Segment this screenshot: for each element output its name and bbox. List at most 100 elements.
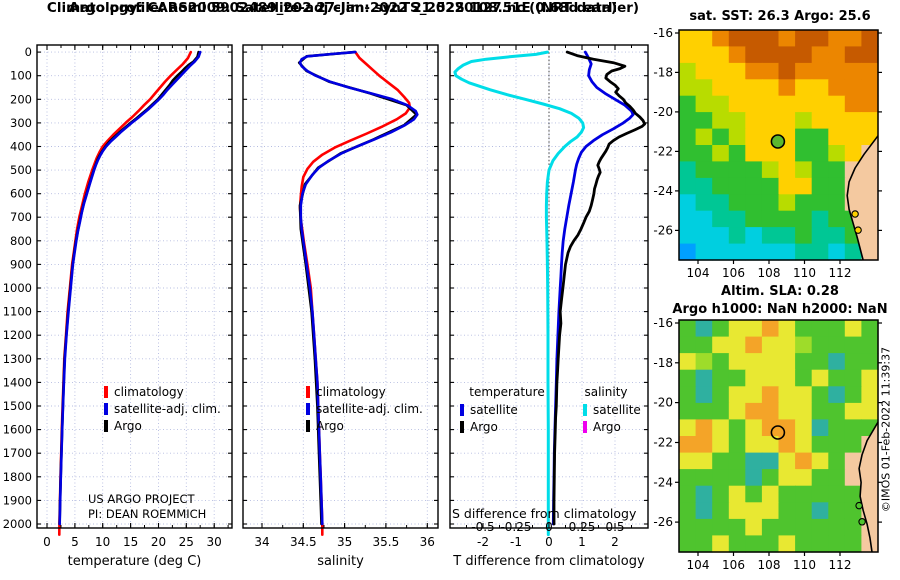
depth-tick-label: 0 xyxy=(25,45,32,59)
lat-tick-label: -22 xyxy=(653,436,673,450)
legend-color-bar xyxy=(104,419,108,432)
axes-frame xyxy=(36,44,233,529)
legend-label: Argo xyxy=(316,418,344,433)
legend-label: Argo xyxy=(114,418,142,433)
x-tick-label: 35 xyxy=(337,535,352,549)
x-tick-label: 0 xyxy=(43,535,51,549)
lon-tick-label: 108 xyxy=(758,266,781,280)
lat-tick-label: -24 xyxy=(653,475,673,489)
legend-color-bar xyxy=(460,403,464,416)
legend-item-satellite-adj-clim-: satellite-adj. clim. xyxy=(104,400,221,417)
legend-label: Argo xyxy=(593,419,621,434)
legend-color-bar xyxy=(306,419,310,432)
depth-tick-label: 1100 xyxy=(3,305,32,319)
x-tick-label: 15 xyxy=(123,535,138,549)
s-tick-label: 0.25 xyxy=(569,520,596,534)
islet xyxy=(851,210,859,218)
lat-tick-label: -22 xyxy=(653,144,673,158)
depth-tick-label: 1800 xyxy=(3,470,32,484)
x-tick-label: -1 xyxy=(510,535,522,549)
sst-map: 104 106 108 110 112 -16 -18 -20 -22 -24 -26 xyxy=(653,26,882,280)
sla-map-subtitle: Argo h1000: NaN h2000: NaN xyxy=(672,302,888,317)
page-subtitle: Climatology: CARS2009. Satellite-adj cli… xyxy=(46,0,640,16)
x-axis-title: temperature (deg C) xyxy=(68,554,202,569)
s-tick-label: -0.25 xyxy=(500,520,531,534)
lat-tick-label: -26 xyxy=(653,515,673,529)
islet xyxy=(858,518,866,526)
x-tick-label: 1 xyxy=(578,535,586,549)
float-position-marker xyxy=(770,134,786,149)
x-tick-label: 30 xyxy=(207,535,222,549)
legend-item-satellite-adj-clim-: satellite-adj. clim. xyxy=(306,400,423,417)
x-tick-label: 25 xyxy=(179,535,194,549)
depth-tick-label: 1300 xyxy=(3,352,32,366)
legend-label: satellite xyxy=(470,402,518,417)
islet xyxy=(854,226,862,234)
legend-item-argo: Argo xyxy=(460,418,518,435)
x-tick-label: 10 xyxy=(95,535,110,549)
s-tick-label: 0.5 xyxy=(605,520,624,534)
legend-label: Argo xyxy=(470,419,498,434)
coastline xyxy=(858,421,879,553)
project-annotation-line1: US ARGO PROJECT xyxy=(88,492,195,506)
page-title: Argo profile: aoml 5902489_202 27-Jan-20… xyxy=(68,0,618,16)
tdiff-series-temperature-satellite xyxy=(551,50,635,526)
legend-item-climatology: climatology xyxy=(306,383,423,400)
temperature-series-climatology xyxy=(57,50,193,536)
depth-tick-label: 500 xyxy=(10,163,32,177)
imos-watermark: ©IMOS 01-Feb-2022 11:39:37 xyxy=(879,346,893,513)
x-tick-label: 36 xyxy=(420,535,435,549)
depth-tick-label: 1600 xyxy=(3,423,32,437)
legend-item-satellite: satellite xyxy=(460,401,518,418)
temperature-profile-chart: 0100200300400500600700800900100011001200… xyxy=(3,44,233,569)
temperature-series-satellite-adj-clim xyxy=(58,50,202,526)
depth-tick-label: 600 xyxy=(10,187,32,201)
lon-tick-label: 110 xyxy=(793,558,816,572)
lon-tick-label: 104 xyxy=(687,558,710,572)
legend-item-argo: Argo xyxy=(104,417,221,434)
map-frame xyxy=(678,319,879,553)
legend-color-bar xyxy=(306,385,310,398)
legend-item-climatology: climatology xyxy=(104,383,221,400)
sst-map-title: sat. SST: 26.3 Argo: 25.6 xyxy=(689,9,871,24)
lat-tick-label: -24 xyxy=(653,184,673,198)
lon-tick-label: 110 xyxy=(793,266,816,280)
s-tick-label: 0 xyxy=(545,520,553,534)
depth-tick-label: 200 xyxy=(10,92,32,106)
map-frame xyxy=(678,29,879,261)
x-tick-label: -2 xyxy=(477,535,489,549)
depth-tick-label: 1700 xyxy=(3,446,32,460)
depth-tick-label: 1900 xyxy=(3,493,32,507)
lat-tick-label: -18 xyxy=(653,356,673,370)
legend-color-bar xyxy=(306,402,310,415)
x-tick-label: 5 xyxy=(71,535,79,549)
legend-color-bar xyxy=(104,385,108,398)
lat-tick-label: -20 xyxy=(653,396,673,410)
lon-tick-label: 104 xyxy=(687,266,710,280)
s-axis-title: S difference from climatology xyxy=(452,506,637,521)
diff-temperature-legend: satellite Argo xyxy=(460,401,518,435)
depth-tick-label: 1400 xyxy=(3,375,32,389)
legend-color-bar xyxy=(460,420,464,433)
depth-tick-label: 100 xyxy=(10,69,32,83)
land-area xyxy=(859,422,878,552)
lon-tick-label: 108 xyxy=(758,558,781,572)
legend-color-bar xyxy=(104,402,108,415)
salinity-legend: climatology satellite-adj. clim. Argo xyxy=(306,383,423,434)
lon-tick-label: 106 xyxy=(722,558,745,572)
depth-tick-label: 1500 xyxy=(3,399,32,413)
legend-color-bar xyxy=(583,403,587,416)
x-tick-label: 20 xyxy=(151,535,166,549)
difference-profile-chart: -2 -1 0 1 2 T difference from climatology S di… xyxy=(449,44,649,569)
legend-label: climatology xyxy=(114,384,184,399)
depth-tick-label: 1000 xyxy=(3,281,32,295)
salinity-series-satellite-adj-clim xyxy=(298,50,419,526)
s-tick-label: -0.5 xyxy=(471,520,494,534)
legend-color-bar xyxy=(583,420,587,433)
depth-tick-label: 900 xyxy=(10,257,32,271)
x-tick-label: 34 xyxy=(254,535,269,549)
lon-tick-label: 112 xyxy=(829,266,852,280)
depth-tick-label: 300 xyxy=(10,116,32,130)
coastline xyxy=(846,135,879,261)
depth-tick-label: 400 xyxy=(10,140,32,154)
